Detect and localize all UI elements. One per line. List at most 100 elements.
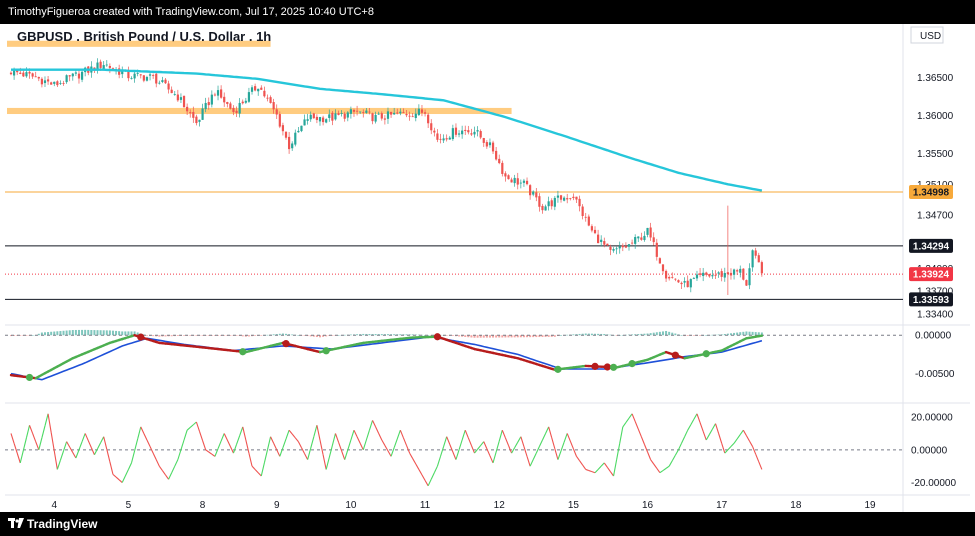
candle[interactable] xyxy=(167,80,170,94)
candle[interactable] xyxy=(325,118,328,124)
candle[interactable] xyxy=(547,196,550,211)
candle[interactable] xyxy=(402,108,405,114)
candle[interactable] xyxy=(590,224,594,233)
candle[interactable] xyxy=(760,260,763,277)
candle[interactable] xyxy=(272,98,275,114)
candle[interactable] xyxy=(269,95,272,104)
candle[interactable] xyxy=(606,243,609,247)
candle[interactable] xyxy=(266,94,269,102)
candle[interactable] xyxy=(433,127,436,137)
candle[interactable] xyxy=(130,76,133,80)
candle[interactable] xyxy=(550,198,553,210)
candle[interactable] xyxy=(436,129,439,143)
candle[interactable] xyxy=(318,116,322,126)
candle[interactable] xyxy=(664,269,668,283)
candle[interactable] xyxy=(621,243,624,252)
candle[interactable] xyxy=(411,113,414,118)
candle[interactable] xyxy=(729,268,733,280)
supply-zone-2[interactable] xyxy=(7,107,512,115)
candle[interactable] xyxy=(454,123,458,138)
candle[interactable] xyxy=(655,238,658,261)
candle[interactable] xyxy=(615,246,618,255)
candle[interactable] xyxy=(646,227,649,238)
candle[interactable] xyxy=(226,101,229,108)
candle[interactable] xyxy=(680,281,683,289)
candle[interactable] xyxy=(46,76,50,85)
candle[interactable] xyxy=(720,268,723,282)
candle[interactable] xyxy=(507,174,510,180)
candle[interactable] xyxy=(423,109,427,117)
candle[interactable] xyxy=(702,267,705,282)
candle[interactable] xyxy=(238,98,241,118)
candle[interactable] xyxy=(414,108,417,122)
candle[interactable] xyxy=(346,111,349,122)
crossover-marker-red[interactable] xyxy=(137,333,145,341)
candle[interactable] xyxy=(37,76,40,82)
candle[interactable] xyxy=(232,105,235,116)
candle[interactable] xyxy=(698,268,702,278)
candle[interactable] xyxy=(634,234,637,249)
candle[interactable] xyxy=(389,111,393,118)
candle[interactable] xyxy=(62,80,65,86)
crossover-marker-red[interactable] xyxy=(671,351,679,359)
candle[interactable] xyxy=(405,109,408,118)
candle[interactable] xyxy=(563,196,566,202)
crossover-marker-green[interactable] xyxy=(554,365,562,373)
candle[interactable] xyxy=(556,190,560,203)
candle[interactable] xyxy=(84,66,87,77)
crossover-marker-green[interactable] xyxy=(628,360,636,368)
candle[interactable] xyxy=(603,237,606,248)
candle[interactable] xyxy=(337,110,340,116)
candle[interactable] xyxy=(451,124,454,141)
candle[interactable] xyxy=(380,111,383,121)
candle[interactable] xyxy=(578,195,581,212)
candle[interactable] xyxy=(244,97,247,104)
candle[interactable] xyxy=(133,71,136,83)
candle[interactable] xyxy=(627,244,631,251)
candle[interactable] xyxy=(281,122,285,136)
candle[interactable] xyxy=(420,105,424,117)
signal-line[interactable] xyxy=(10,335,763,381)
candle[interactable] xyxy=(408,111,411,121)
candle[interactable] xyxy=(732,268,736,280)
candle[interactable] xyxy=(630,239,634,245)
candle[interactable] xyxy=(241,99,244,105)
candle[interactable] xyxy=(278,111,281,129)
candle[interactable] xyxy=(575,196,578,203)
candle[interactable] xyxy=(155,71,158,88)
candle[interactable] xyxy=(300,125,303,133)
candle[interactable] xyxy=(204,97,207,113)
candle[interactable] xyxy=(108,63,111,74)
candle[interactable] xyxy=(176,89,179,102)
candle[interactable] xyxy=(705,271,708,277)
candle[interactable] xyxy=(448,135,451,140)
candle[interactable] xyxy=(683,277,686,288)
candle[interactable] xyxy=(31,72,34,79)
candle[interactable] xyxy=(498,154,501,165)
candle[interactable] xyxy=(321,115,325,126)
candle[interactable] xyxy=(658,257,661,264)
candle[interactable] xyxy=(652,232,655,246)
candle[interactable] xyxy=(186,103,189,115)
candle[interactable] xyxy=(371,112,374,125)
candle[interactable] xyxy=(559,194,563,203)
candle[interactable] xyxy=(315,114,319,124)
candle[interactable] xyxy=(164,78,167,84)
candle[interactable] xyxy=(9,71,13,76)
crossover-marker-green[interactable] xyxy=(702,350,710,358)
candle[interactable] xyxy=(291,141,294,151)
candle[interactable] xyxy=(624,242,628,249)
candle[interactable] xyxy=(668,275,671,281)
candle[interactable] xyxy=(355,105,359,116)
candle[interactable] xyxy=(597,229,600,244)
candle[interactable] xyxy=(207,97,210,110)
candle[interactable] xyxy=(148,72,152,81)
candle[interactable] xyxy=(59,80,62,86)
candle[interactable] xyxy=(53,81,56,87)
candle[interactable] xyxy=(309,111,312,122)
candle[interactable] xyxy=(77,69,81,84)
candle[interactable] xyxy=(260,85,263,90)
candle[interactable] xyxy=(661,264,665,274)
candle[interactable] xyxy=(609,244,612,256)
candle[interactable] xyxy=(476,126,479,137)
